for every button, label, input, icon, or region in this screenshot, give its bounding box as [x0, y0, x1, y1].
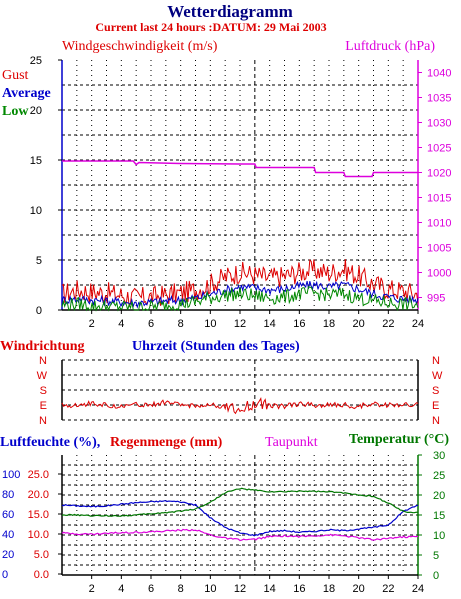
wind-speed-title: Windgeschwindigkeit (m/s)	[62, 39, 218, 54]
rain-tick-label: 5.0	[34, 549, 49, 561]
wind-y-tick-label: 5	[36, 255, 42, 267]
temperature-tick-label: 15	[433, 510, 445, 522]
wind-x-tick-label: 4	[118, 318, 124, 330]
wind-x-tick-label: 22	[382, 318, 394, 330]
pressure-y-tick-label: 1025	[427, 143, 451, 155]
wind-x-tick-label: 16	[293, 318, 305, 330]
pressure-y-tick-label: 1000	[427, 268, 451, 280]
pressure-y-tick-label: 1010	[427, 218, 451, 230]
climate-x-tick-label: 20	[353, 583, 365, 595]
legend-gust: Gust	[2, 68, 29, 83]
pressure-y-tick-label: 1035	[427, 93, 451, 105]
wind-x-tick-label: 12	[234, 318, 246, 330]
direction-tick-right: N	[432, 415, 440, 427]
wind-y-tick-label: 0	[36, 305, 42, 317]
legend-low: Low	[2, 104, 29, 119]
direction-tick-left: S	[40, 385, 47, 397]
pressure-y-tick-label: 1040	[427, 68, 451, 80]
wind-x-tick-label: 2	[89, 318, 95, 330]
wind-y-tick-label: 25	[30, 55, 42, 67]
temperature-tick-label: 10	[433, 530, 445, 542]
wind-x-tick-label: 24	[412, 318, 424, 330]
pressure-y-tick-label: 1020	[427, 168, 451, 180]
temperature-tick-label: 5	[433, 550, 439, 562]
humidity-tick-label: 40	[2, 529, 14, 541]
direction-tick-left: N	[39, 355, 47, 367]
humidity-line	[61, 499, 419, 537]
pressure-y-tick-label: 1030	[427, 118, 451, 130]
direction-tick-right: N	[432, 355, 440, 367]
direction-tick-left: N	[39, 415, 47, 427]
legend-average: Average	[2, 86, 51, 101]
humidity-tick-label: 20	[2, 549, 14, 561]
climate-x-tick-label: 14	[264, 583, 276, 595]
wind-x-tick-label: 14	[264, 318, 276, 330]
rain-tick-label: 25.0	[28, 469, 49, 481]
pressure-y-tick-label: 1015	[427, 193, 451, 205]
direction-tick-right: W	[432, 370, 443, 382]
climate-x-tick-label: 24	[412, 583, 424, 595]
climate-x-tick-label: 18	[323, 583, 335, 595]
direction-tick-left: W	[37, 370, 48, 382]
wind-direction-title: Windrichtung	[0, 339, 85, 354]
time-axis-title: Uhrzeit (Stunden des Tages)	[132, 339, 300, 354]
chart-title: Wetterdiagramm	[167, 2, 293, 21]
temperature-tick-label: 25	[433, 470, 445, 482]
gust-line	[61, 259, 419, 308]
rain-title: Regenmenge (mm)	[110, 435, 223, 450]
wind-x-tick-label: 8	[178, 318, 184, 330]
wind-y-tick-label: 10	[30, 205, 42, 217]
low-line	[61, 285, 419, 312]
dewpoint-title: Taupunkt	[265, 435, 318, 450]
direction-tick-right: S	[432, 385, 439, 397]
temperature-tick-label: 30	[433, 450, 445, 462]
climate-x-tick-label: 22	[382, 583, 394, 595]
humidity-tick-label: 80	[2, 489, 14, 501]
rain-tick-label: 0.0	[34, 569, 49, 581]
direction-tick-left: E	[40, 400, 47, 412]
rain-tick-label: 15.0	[28, 509, 49, 521]
climate-x-tick-label: 12	[234, 583, 246, 595]
temperature-title: Temperatur (°C)	[349, 432, 449, 447]
wind-x-tick-label: 10	[204, 318, 216, 330]
climate-x-tick-label: 10	[204, 583, 216, 595]
pressure-y-tick-label: 1005	[427, 243, 451, 255]
wind-x-tick-label: 6	[148, 318, 154, 330]
wind-y-tick-label: 20	[30, 105, 42, 117]
climate-x-tick-label: 16	[293, 583, 305, 595]
climate-x-tick-label: 8	[178, 583, 184, 595]
wind-y-tick-label: 15	[30, 155, 42, 167]
chart-subtitle: Current last 24 hours :DATUM: 29 Mai 200…	[95, 20, 326, 34]
temperature-tick-label: 20	[433, 490, 445, 502]
wind-x-tick-label: 20	[353, 318, 365, 330]
plot-layer: 0510152025995100010051010101510201025103…	[2, 55, 451, 595]
temperature-tick-label: 0	[433, 570, 439, 582]
humidity-tick-label: 100	[2, 469, 20, 481]
rain-tick-label: 20.0	[28, 489, 49, 501]
climate-x-tick-label: 4	[118, 583, 124, 595]
humidity-tick-label: 0	[2, 569, 8, 581]
dewpoint-line	[61, 528, 419, 542]
wind-x-tick-label: 18	[323, 318, 335, 330]
climate-x-tick-label: 2	[89, 583, 95, 595]
pressure-title: Luftdruck (hPa)	[345, 39, 435, 54]
pressure-y-tick-label: 995	[427, 293, 445, 305]
humidity-title: Luftfeuchte (%),	[0, 435, 100, 450]
direction-tick-right: E	[432, 400, 439, 412]
climate-x-tick-label: 6	[148, 583, 154, 595]
rain-tick-label: 10.0	[28, 529, 49, 541]
humidity-tick-label: 60	[2, 509, 14, 521]
wind-direction-line	[61, 396, 419, 415]
pressure-line	[62, 160, 418, 178]
temperature-line	[61, 487, 419, 517]
